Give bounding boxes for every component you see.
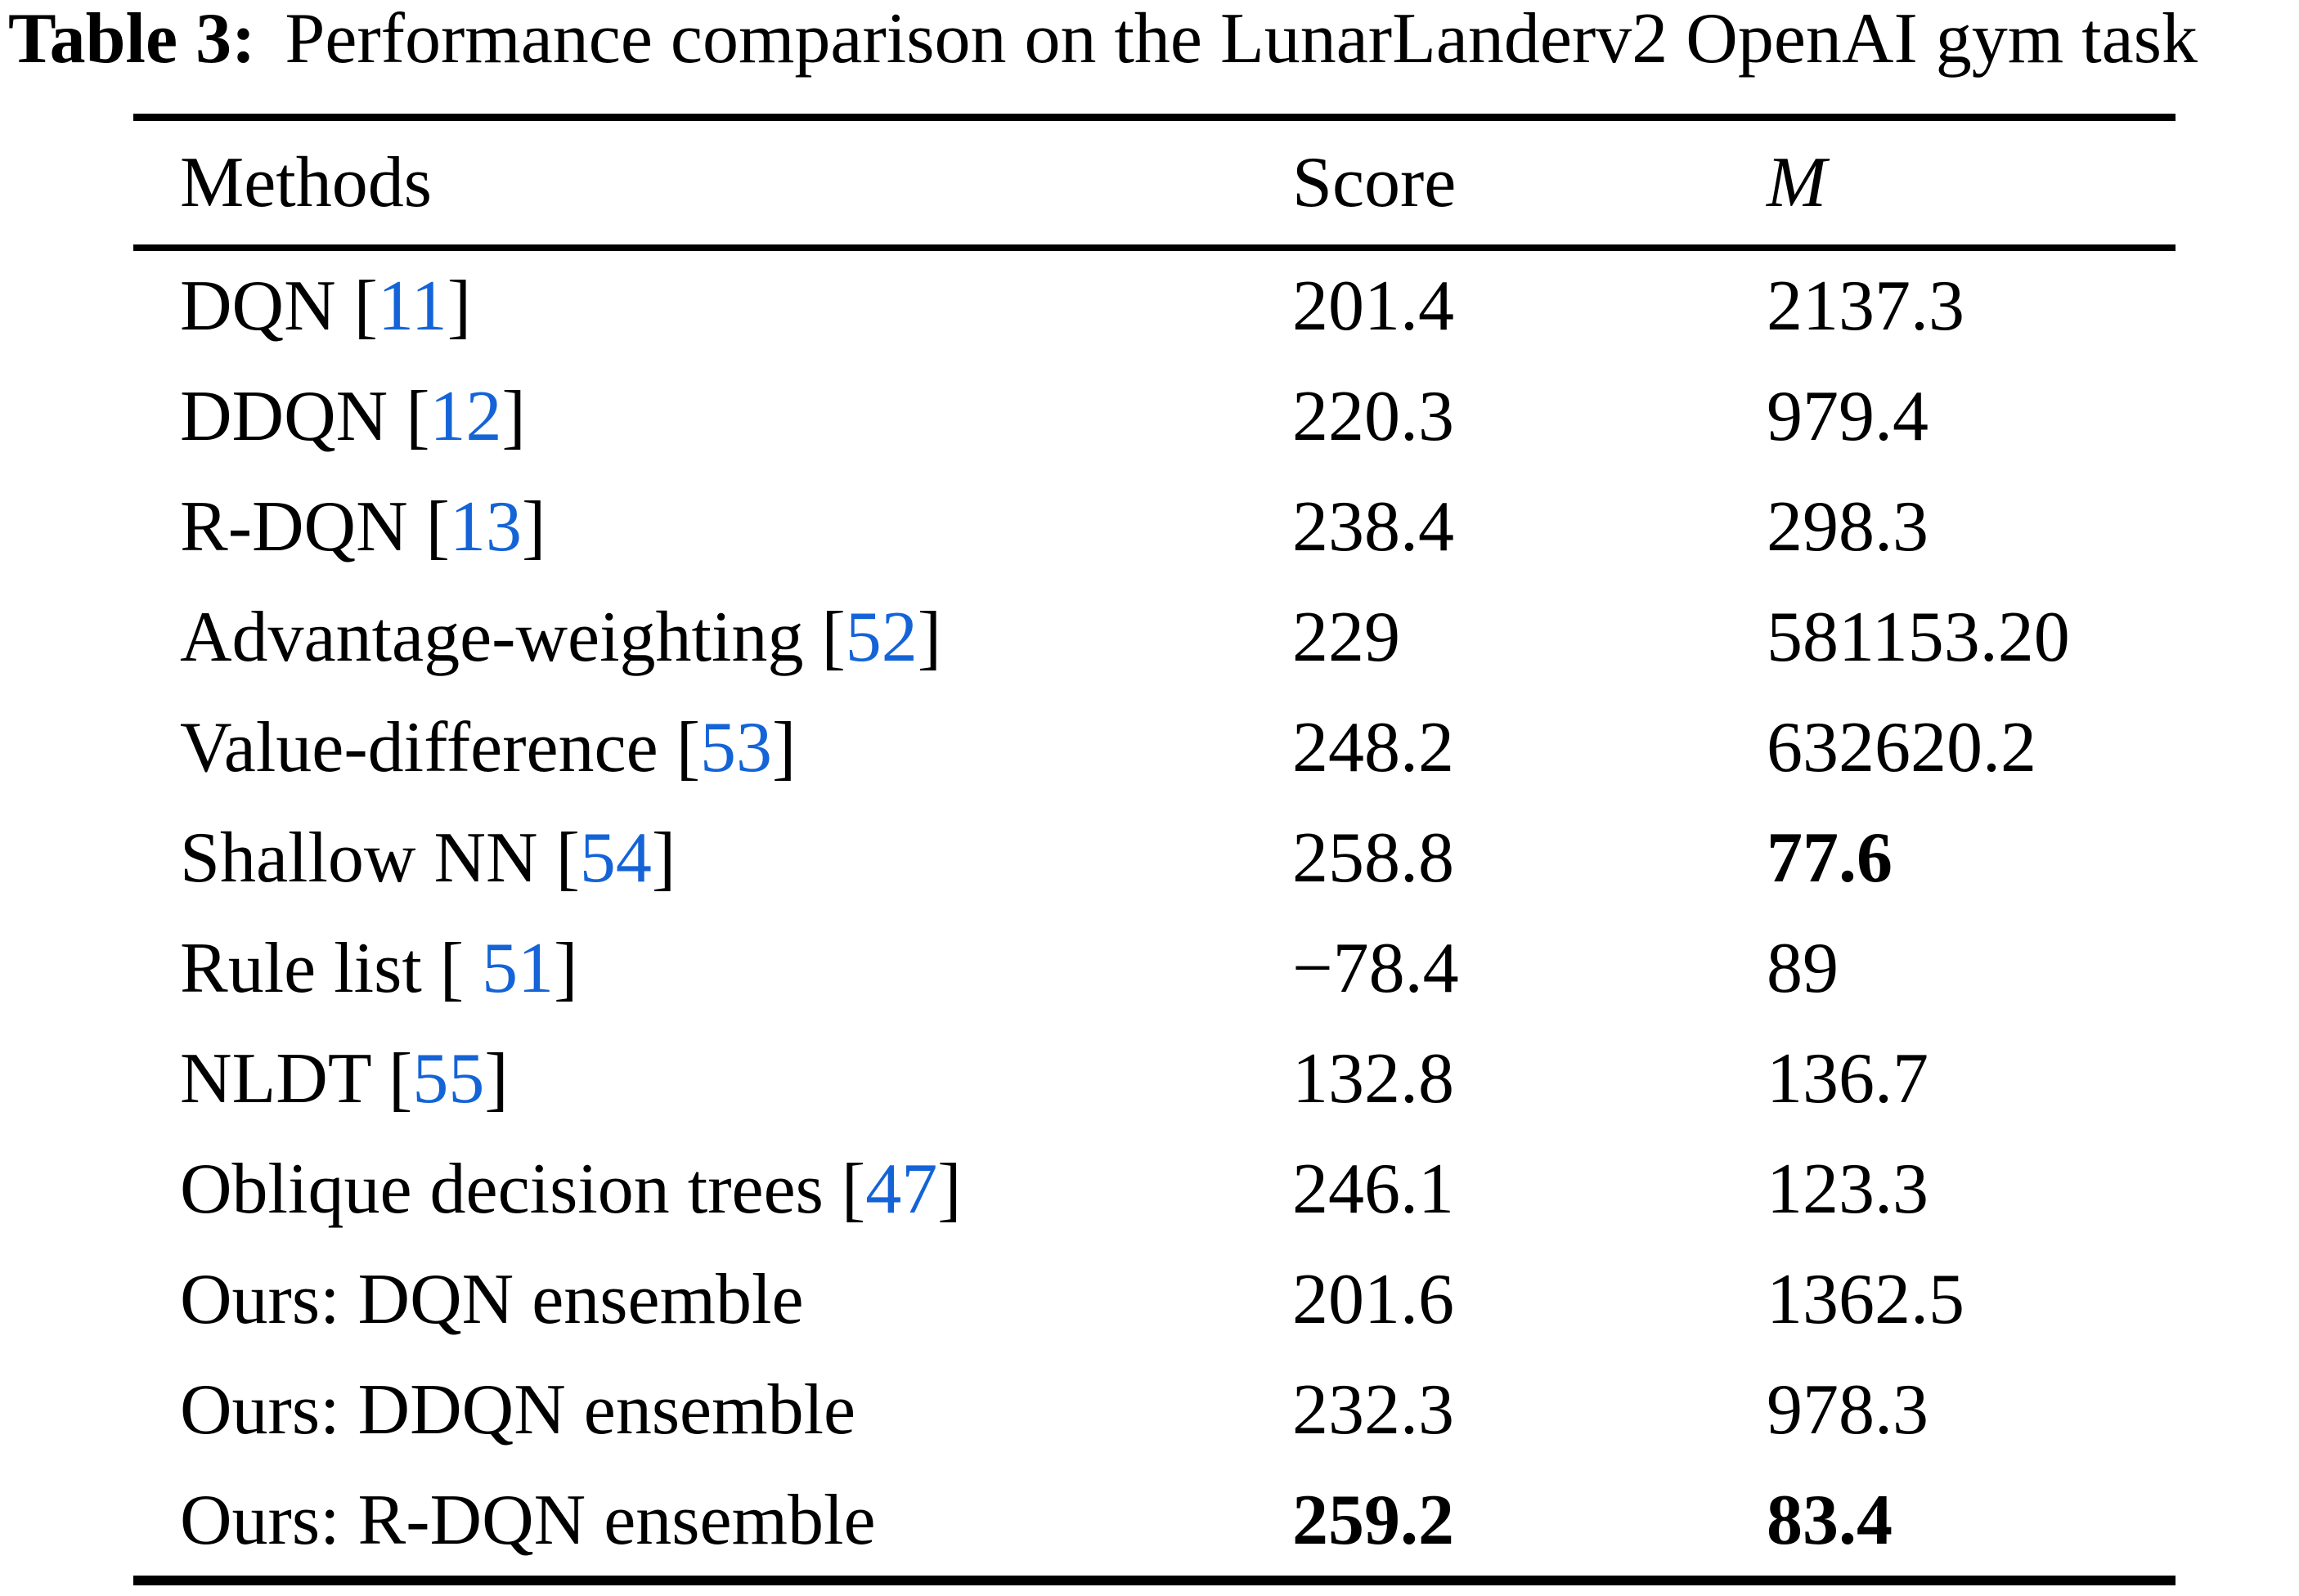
method-cell: Ours: R-DQN ensemble	[180, 1481, 876, 1560]
header-score: Score	[1292, 143, 1457, 222]
bracket: ]	[917, 598, 942, 677]
table-row: DDQN [12] 220.3 979.4	[133, 361, 2176, 472]
score-cell: 229	[1292, 598, 1400, 677]
citation-link[interactable]: 52	[845, 598, 918, 677]
table-row: Rule list [ 51] −78.4 89	[133, 913, 2176, 1024]
m-cell: 83.4	[1767, 1481, 1893, 1560]
header-methods: Methods	[180, 143, 432, 222]
bracket: [	[407, 487, 450, 567]
method-cell: DQN [11]	[180, 267, 472, 346]
table-row: Advantage-weighting [52] 229 581153.20	[133, 582, 2176, 693]
table-row: Ours: DQN ensemble 201.6 1362.5	[133, 1244, 2176, 1355]
table-caption: Table 3: Performance comparison on the Lu…	[8, 0, 2198, 85]
bracket: [	[421, 929, 483, 1008]
bracket: [	[537, 818, 580, 898]
citation-link[interactable]: 53	[700, 708, 772, 787]
results-table: Methods Score M DQN [11] 201.4 2137.3 DD…	[133, 114, 2176, 1585]
m-cell: 581153.20	[1767, 598, 2070, 677]
table-row: Shallow NN [54] 258.8 77.6	[133, 803, 2176, 913]
bracket: ]	[447, 267, 472, 346]
citation-link[interactable]: 11	[377, 267, 447, 346]
table-caption-number: Table 3:	[8, 0, 256, 78]
bracket: ]	[772, 708, 797, 787]
m-cell: 978.3	[1767, 1370, 1929, 1450]
method-cell: DDQN [12]	[180, 377, 526, 456]
score-cell: 220.3	[1292, 377, 1454, 456]
method-cell: Value-difference [53]	[180, 708, 797, 787]
citation-link[interactable]: 13	[449, 487, 522, 567]
score-cell: −78.4	[1292, 929, 1459, 1008]
score-cell: 201.4	[1292, 267, 1454, 346]
bracket: ]	[651, 818, 676, 898]
m-cell: 123.3	[1767, 1150, 1929, 1229]
table-row: Ours: DDQN ensemble 232.3 978.3	[133, 1355, 2176, 1465]
method-cell: Ours: DDQN ensemble	[180, 1370, 856, 1450]
bracket: [	[658, 708, 700, 787]
score-cell: 248.2	[1292, 708, 1454, 787]
score-cell: 259.2	[1292, 1481, 1454, 1560]
table-row: Oblique decision trees [47] 246.1 123.3	[133, 1134, 2176, 1244]
score-cell: 132.8	[1292, 1039, 1454, 1119]
table-row: NLDT [55] 132.8 136.7	[133, 1024, 2176, 1134]
bracket: ]	[501, 377, 526, 456]
table-header-rule	[133, 244, 2176, 251]
score-cell: 258.8	[1292, 818, 1454, 898]
score-cell: 232.3	[1292, 1370, 1454, 1450]
method-cell: Rule list [ 51]	[180, 929, 578, 1008]
table-row: Ours: R-DQN ensemble 259.2 83.4	[133, 1465, 2176, 1576]
bracket: [	[335, 267, 378, 346]
citation-link[interactable]: 51	[482, 929, 555, 1008]
method-cell: Oblique decision trees [47]	[180, 1150, 962, 1229]
bracket: [	[803, 598, 846, 677]
bracket: ]	[554, 929, 578, 1008]
bracket: [	[370, 1039, 413, 1119]
bracket: ]	[937, 1150, 962, 1229]
method-cell: Shallow NN [54]	[180, 818, 676, 898]
m-cell: 2137.3	[1767, 267, 1964, 346]
citation-link[interactable]: 47	[865, 1150, 938, 1229]
bracket: ]	[484, 1039, 509, 1119]
table-top-rule	[133, 114, 2176, 121]
table-caption-text: Performance comparison on the LunarLande…	[285, 0, 2198, 78]
score-cell: 246.1	[1292, 1150, 1454, 1229]
method-cell: Ours: DQN ensemble	[180, 1260, 804, 1339]
bracket: [	[823, 1150, 866, 1229]
table-row: R-DQN [13] 238.4 298.3	[133, 472, 2176, 582]
bracket: [	[388, 377, 430, 456]
table-bottom-rule	[133, 1576, 2176, 1585]
m-cell: 632620.2	[1767, 708, 2036, 787]
citation-link[interactable]: 54	[579, 818, 652, 898]
m-cell: 979.4	[1767, 377, 1929, 456]
header-m: M	[1767, 143, 1827, 222]
score-cell: 201.6	[1292, 1260, 1454, 1339]
table-row: Value-difference [53] 248.2 632620.2	[133, 693, 2176, 803]
score-cell: 238.4	[1292, 487, 1454, 567]
m-cell: 1362.5	[1767, 1260, 1964, 1339]
method-cell: NLDT [55]	[180, 1039, 509, 1119]
m-cell: 136.7	[1767, 1039, 1929, 1119]
method-cell: Advantage-weighting [52]	[180, 598, 942, 677]
citation-link[interactable]: 55	[412, 1039, 485, 1119]
m-cell: 77.6	[1767, 818, 1893, 898]
m-cell: 89	[1767, 929, 1839, 1008]
citation-link[interactable]: 12	[429, 377, 502, 456]
table-header-row: Methods Score M	[133, 121, 2176, 244]
method-cell: R-DQN [13]	[180, 487, 546, 567]
bracket: ]	[521, 487, 546, 567]
table-row: DQN [11] 201.4 2137.3	[133, 251, 2176, 361]
m-cell: 298.3	[1767, 487, 1929, 567]
